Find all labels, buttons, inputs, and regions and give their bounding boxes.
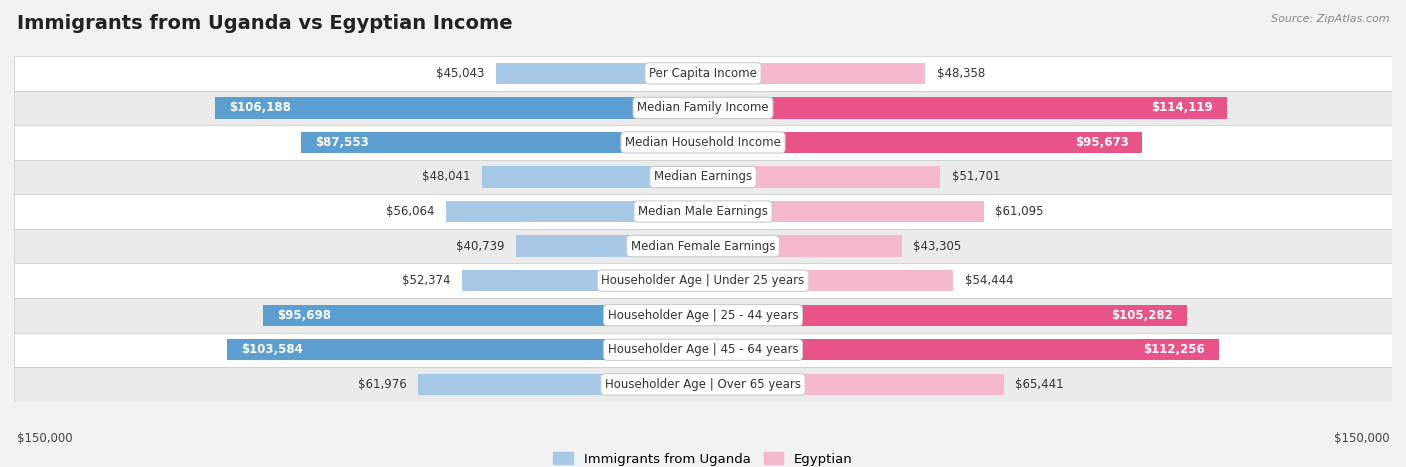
Text: Householder Age | Over 65 years: Householder Age | Over 65 years <box>605 378 801 391</box>
Text: $40,739: $40,739 <box>456 240 505 253</box>
Text: $43,305: $43,305 <box>914 240 962 253</box>
Text: $56,064: $56,064 <box>385 205 434 218</box>
Text: $105,282: $105,282 <box>1111 309 1173 322</box>
Text: Immigrants from Uganda vs Egyptian Income: Immigrants from Uganda vs Egyptian Incom… <box>17 14 513 33</box>
Text: Median Male Earnings: Median Male Earnings <box>638 205 768 218</box>
Bar <box>14 160 1392 194</box>
Bar <box>463 270 703 291</box>
Bar <box>703 235 901 257</box>
Bar <box>419 374 703 395</box>
Bar <box>703 166 941 188</box>
Text: Per Capita Income: Per Capita Income <box>650 67 756 80</box>
Text: $61,976: $61,976 <box>359 378 406 391</box>
Bar <box>14 194 1392 229</box>
Bar <box>703 304 1187 326</box>
Text: $112,256: $112,256 <box>1143 343 1205 356</box>
Bar <box>496 63 703 84</box>
Bar <box>263 304 703 326</box>
Text: Householder Age | 45 - 64 years: Householder Age | 45 - 64 years <box>607 343 799 356</box>
Text: $45,043: $45,043 <box>436 67 485 80</box>
Text: $114,119: $114,119 <box>1152 101 1213 114</box>
Text: Householder Age | Under 25 years: Householder Age | Under 25 years <box>602 274 804 287</box>
Text: Source: ZipAtlas.com: Source: ZipAtlas.com <box>1271 14 1389 24</box>
Text: $95,698: $95,698 <box>277 309 332 322</box>
Bar <box>703 374 1004 395</box>
Text: $150,000: $150,000 <box>17 432 73 446</box>
Bar <box>482 166 703 188</box>
Text: $103,584: $103,584 <box>240 343 302 356</box>
Bar <box>703 201 984 222</box>
Text: $52,374: $52,374 <box>402 274 451 287</box>
Text: $95,673: $95,673 <box>1076 136 1129 149</box>
Text: Median Earnings: Median Earnings <box>654 170 752 184</box>
Bar <box>703 270 953 291</box>
Text: Median Female Earnings: Median Female Earnings <box>631 240 775 253</box>
Bar <box>446 201 703 222</box>
Bar <box>516 235 703 257</box>
Text: $54,444: $54,444 <box>965 274 1014 287</box>
Bar <box>228 339 703 361</box>
Bar <box>14 56 1392 91</box>
Bar <box>215 97 703 119</box>
Bar <box>703 97 1227 119</box>
Text: $51,701: $51,701 <box>952 170 1001 184</box>
Text: $87,553: $87,553 <box>315 136 368 149</box>
Text: $150,000: $150,000 <box>1333 432 1389 446</box>
Bar <box>703 63 925 84</box>
Bar <box>14 125 1392 160</box>
Text: Median Household Income: Median Household Income <box>626 136 780 149</box>
Text: Median Family Income: Median Family Income <box>637 101 769 114</box>
Bar <box>14 229 1392 263</box>
Text: $48,358: $48,358 <box>936 67 984 80</box>
Legend: Immigrants from Uganda, Egyptian: Immigrants from Uganda, Egyptian <box>548 447 858 467</box>
Bar <box>14 91 1392 125</box>
Bar <box>14 298 1392 333</box>
Bar <box>301 132 703 153</box>
Text: $65,441: $65,441 <box>1015 378 1064 391</box>
Bar <box>703 339 1219 361</box>
Bar <box>14 333 1392 367</box>
Text: $61,095: $61,095 <box>995 205 1043 218</box>
Text: $48,041: $48,041 <box>422 170 471 184</box>
Bar <box>14 263 1392 298</box>
Text: $106,188: $106,188 <box>229 101 291 114</box>
Bar <box>703 132 1143 153</box>
Bar <box>14 367 1392 402</box>
Text: Householder Age | 25 - 44 years: Householder Age | 25 - 44 years <box>607 309 799 322</box>
